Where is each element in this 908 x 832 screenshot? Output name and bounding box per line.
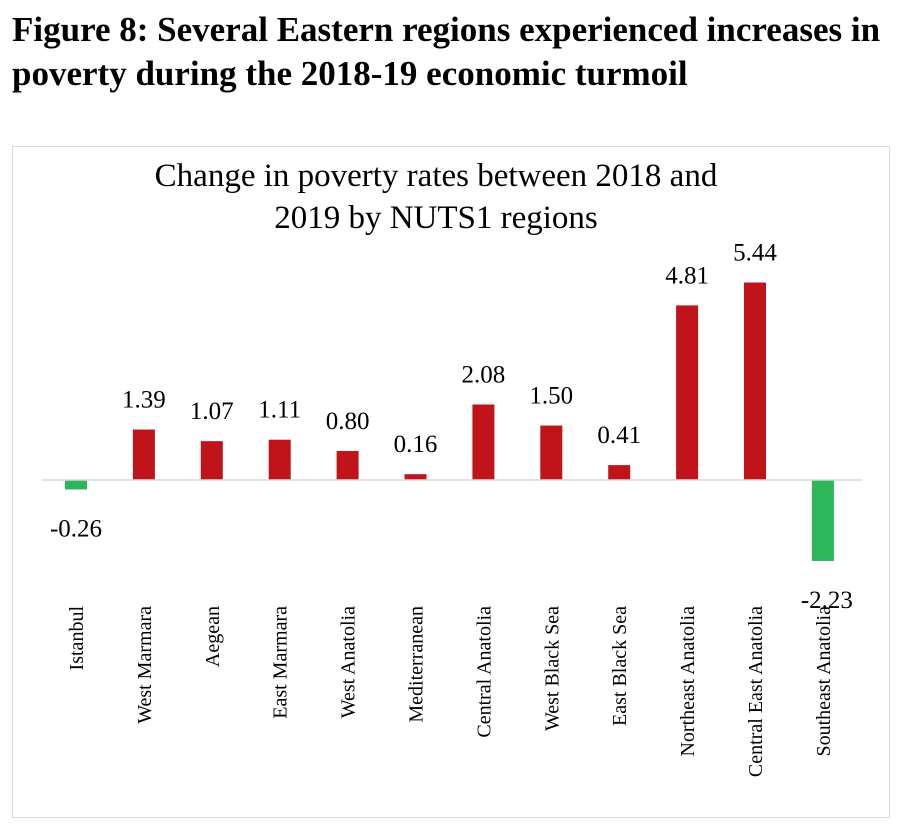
data-label: 0.16 [394,431,438,458]
category-label: Aegean [202,606,224,667]
data-label: 0.41 [597,422,641,449]
category-label: West Marmara [134,606,156,724]
bar-east-black-sea [608,465,631,480]
data-label: 2.08 [462,361,506,388]
bar-mediterranean [404,474,427,480]
category-label: Central East Anatolia [745,606,767,777]
bar-west-black-sea [540,425,563,480]
category-label: Istanbul [66,606,88,671]
bar-southeast-anatolia [811,480,834,561]
category-label: Mediterranean [406,606,428,723]
data-label: 1.07 [190,398,234,425]
category-label: East Marmara [270,606,292,719]
chart-title-line-2: 2019 by NUTS1 regions [274,200,598,236]
chart-title-line-1: Change in poverty rates between 2018 and [155,158,718,194]
data-label: 0.80 [326,408,370,435]
data-label: 1.11 [258,397,301,424]
data-label: 5.44 [733,240,777,267]
bar-aegean [200,441,223,480]
bars-layer: -0.26 Istanbul 1.39 West Marmara 1.07 Aegean 1… [50,240,853,778]
bar-central-east-anatolia [744,282,766,480]
bar-east-marmara [268,439,291,480]
data-label: 1.39 [122,387,166,414]
bar-istanbul [65,480,87,490]
data-label: -0.26 [50,515,102,542]
data-label: 1.50 [529,383,573,410]
category-label: East Black Sea [609,606,631,726]
category-label: Northeast Anatolia [677,606,699,757]
chart-frame [12,146,890,818]
figure-title: Figure 8: Several Eastern regions experi… [12,10,881,93]
category-label: Southeast Anatolia [813,606,835,757]
category-label: West Anatolia [338,606,360,718]
category-label: West Black Sea [541,606,563,731]
bar-west-anatolia [336,450,359,480]
bar-central-anatolia [472,404,495,480]
category-label: Central Anatolia [473,606,495,738]
bar-west-marmara [132,429,155,480]
data-label: -2.23 [801,587,853,614]
data-label: 4.81 [665,262,709,289]
bar-northeast-anatolia [676,305,699,480]
